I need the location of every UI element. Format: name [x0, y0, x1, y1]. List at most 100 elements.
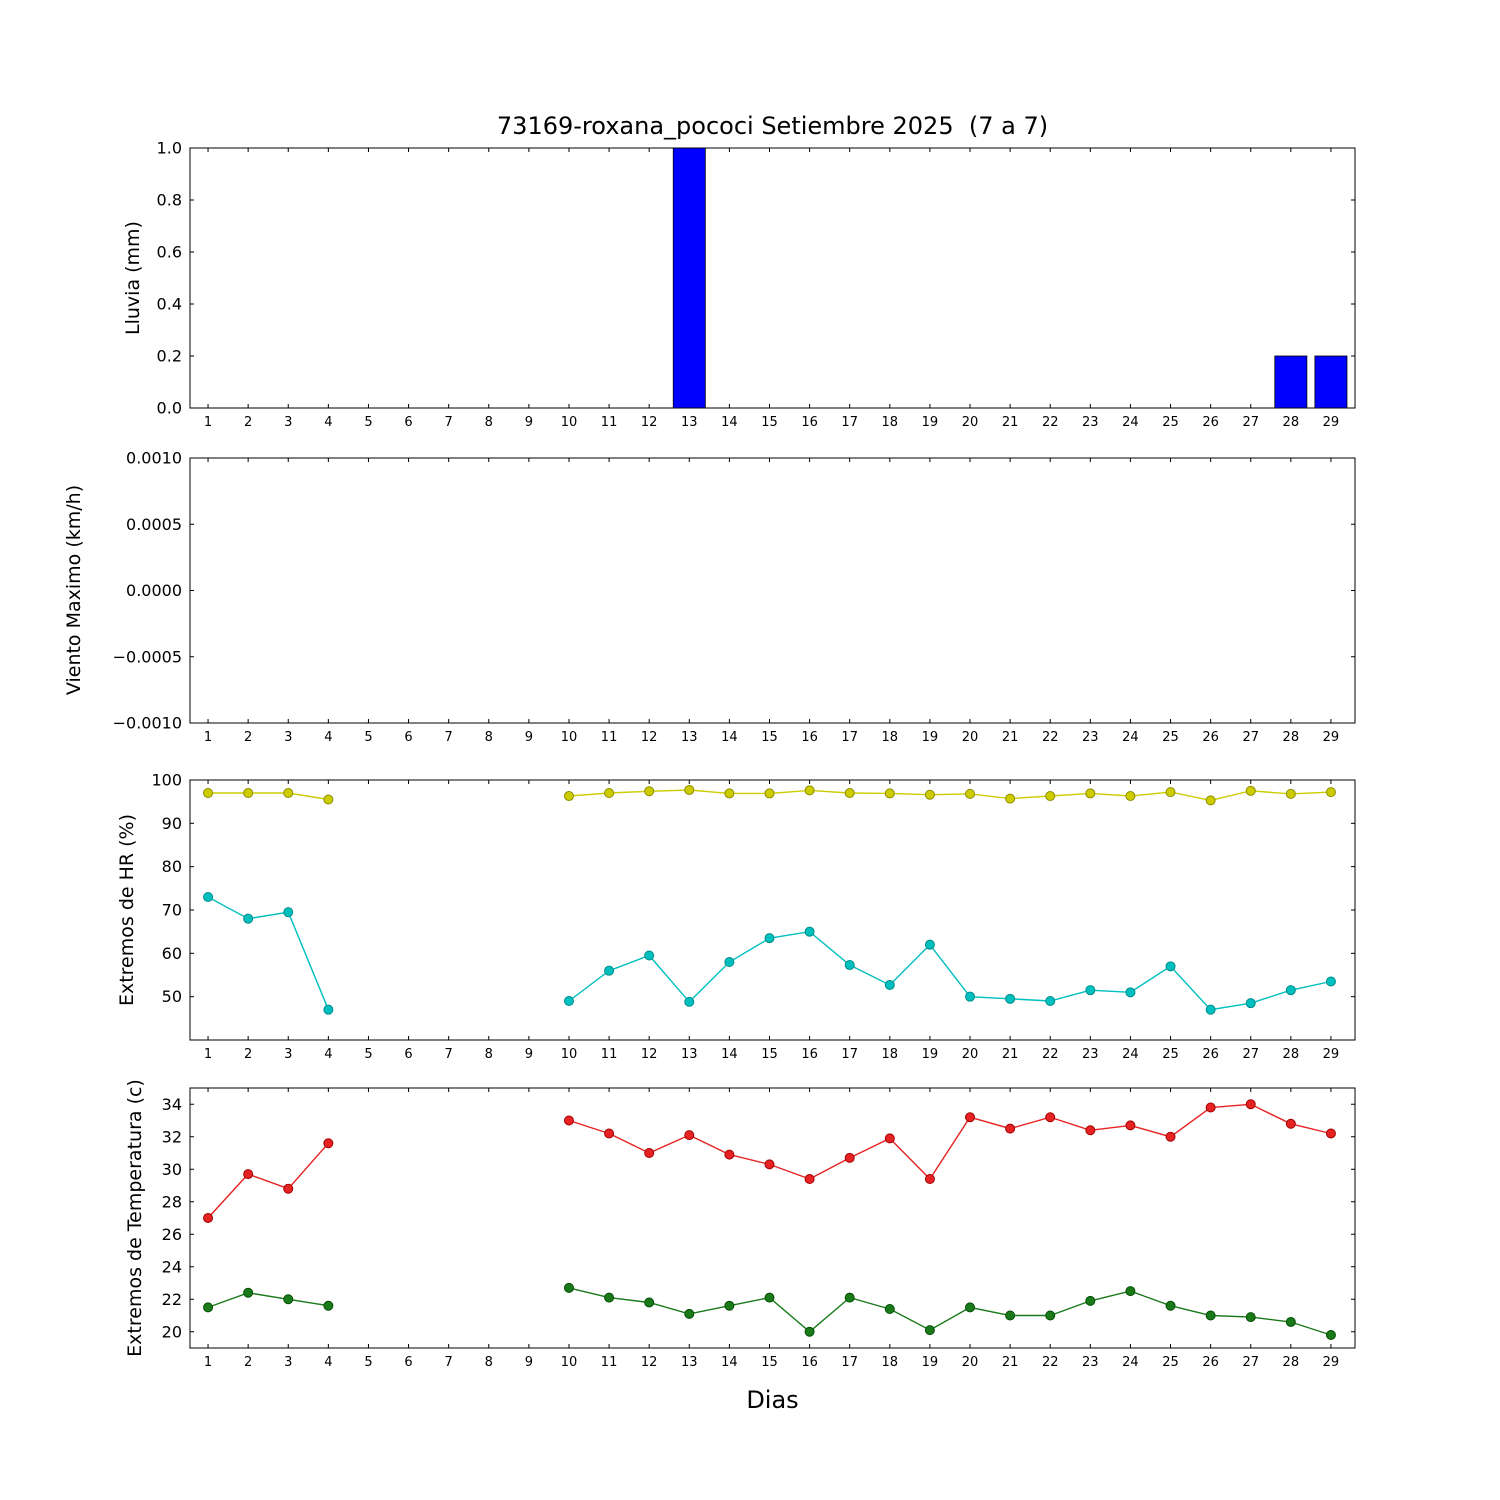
- svg-text:16: 16: [801, 730, 818, 745]
- svg-text:23: 23: [1082, 730, 1099, 745]
- svg-text:26: 26: [1202, 1047, 1219, 1062]
- lluvia-plot: 1 2 3 4 5 6 7 8 9 10 11 12 13 14 15 16 17 18 19 20 21 22 23 24 2…: [157, 139, 1356, 430]
- svg-text:16: 16: [801, 1355, 818, 1370]
- svg-text:22: 22: [1042, 730, 1059, 745]
- svg-text:20: 20: [162, 1322, 182, 1341]
- svg-text:24: 24: [1122, 415, 1139, 430]
- svg-text:12: 12: [641, 730, 658, 745]
- svg-text:6: 6: [404, 1047, 412, 1062]
- svg-text:13: 13: [681, 1355, 698, 1370]
- svg-text:20: 20: [962, 1355, 979, 1370]
- extremos-hr-plot: 1 2 3 4 5 6 7 8 9 10 11 12 13 14 15 16 17 18 19 20 21 22 23 24 2…: [151, 771, 1356, 1062]
- svg-text:24: 24: [1122, 1047, 1139, 1062]
- svg-text:1: 1: [204, 1047, 212, 1062]
- svg-text:28: 28: [1283, 415, 1300, 430]
- svg-text:100: 100: [151, 771, 182, 790]
- svg-text:32: 32: [162, 1127, 182, 1146]
- svg-text:10: 10: [561, 730, 578, 745]
- svg-text:90: 90: [162, 814, 182, 833]
- svg-text:21: 21: [1002, 1047, 1019, 1062]
- svg-text:18: 18: [882, 415, 899, 430]
- svg-text:60: 60: [162, 944, 182, 963]
- svg-text:22: 22: [162, 1290, 182, 1309]
- extremos-temperatura-plot: 1 2 3 4 5 6 7 8 9 10 11 12 13 14 15 16 17 18 19 20 21 22 23 24 2…: [162, 1087, 1356, 1370]
- svg-text:0.8: 0.8: [157, 191, 182, 210]
- svg-text:19: 19: [922, 415, 939, 430]
- svg-text:24: 24: [1122, 1355, 1139, 1370]
- svg-text:7: 7: [445, 1047, 453, 1062]
- svg-text:23: 23: [1082, 415, 1099, 430]
- svg-text:9: 9: [525, 1047, 533, 1062]
- svg-text:18: 18: [882, 730, 899, 745]
- svg-text:10: 10: [561, 1355, 578, 1370]
- svg-text:11: 11: [601, 415, 618, 430]
- svg-text:15: 15: [761, 415, 778, 430]
- svg-text:27: 27: [1242, 415, 1259, 430]
- svg-text:21: 21: [1002, 1355, 1019, 1370]
- svg-text:5: 5: [364, 730, 372, 745]
- svg-text:24: 24: [1122, 730, 1139, 745]
- svg-text:5: 5: [364, 1355, 372, 1370]
- svg-text:9: 9: [525, 415, 533, 430]
- svg-text:18: 18: [882, 1355, 899, 1370]
- svg-text:8: 8: [485, 1355, 493, 1370]
- svg-text:12: 12: [641, 1355, 658, 1370]
- svg-text:11: 11: [601, 1047, 618, 1062]
- svg-text:5: 5: [364, 1047, 372, 1062]
- svg-text:5: 5: [364, 415, 372, 430]
- svg-text:0.6: 0.6: [157, 243, 182, 262]
- chart-title: 73169-roxana_pococi Setiembre 2025 (7 a …: [496, 112, 1049, 140]
- svg-text:19: 19: [922, 730, 939, 745]
- svg-text:15: 15: [761, 730, 778, 745]
- svg-text:11: 11: [601, 730, 618, 745]
- svg-text:29: 29: [1323, 730, 1340, 745]
- svg-text:28: 28: [1283, 730, 1300, 745]
- svg-text:22: 22: [1042, 1047, 1059, 1062]
- svg-text:9: 9: [525, 1355, 533, 1370]
- svg-text:1: 1: [204, 730, 212, 745]
- svg-text:27: 27: [1242, 730, 1259, 745]
- svg-text:25: 25: [1162, 1355, 1179, 1370]
- svg-text:16: 16: [801, 415, 818, 430]
- svg-text:3: 3: [284, 1355, 292, 1370]
- svg-text:10: 10: [561, 1047, 578, 1062]
- svg-text:7: 7: [445, 730, 453, 745]
- svg-text:4: 4: [324, 415, 332, 430]
- svg-text:26: 26: [162, 1225, 182, 1244]
- svg-text:14: 14: [721, 415, 738, 430]
- svg-text:15: 15: [761, 1355, 778, 1370]
- svg-text:70: 70: [162, 901, 182, 920]
- svg-text:24: 24: [162, 1257, 182, 1276]
- svg-text:21: 21: [1002, 730, 1019, 745]
- svg-text:18: 18: [882, 1047, 899, 1062]
- svg-text:28: 28: [1283, 1047, 1300, 1062]
- svg-text:80: 80: [162, 857, 182, 876]
- svg-text:3: 3: [284, 415, 292, 430]
- svg-text:8: 8: [485, 1047, 493, 1062]
- svg-text:12: 12: [641, 1047, 658, 1062]
- svg-text:28: 28: [1283, 1355, 1300, 1370]
- svg-text:1.0: 1.0: [157, 139, 182, 158]
- svg-text:23: 23: [1082, 1047, 1099, 1062]
- viento-maximo-plot: 1 2 3 4 5 6 7 8 9 10 11 12 13 14 15 16 17 18 19 20 21 22 23 24 2…: [113, 449, 1356, 745]
- svg-text:27: 27: [1242, 1355, 1259, 1370]
- svg-text:6: 6: [404, 730, 412, 745]
- svg-text:0.4: 0.4: [157, 295, 182, 314]
- svg-text:29: 29: [1323, 415, 1340, 430]
- svg-text:50: 50: [162, 987, 182, 1006]
- x-axis-label: Dias: [746, 1386, 799, 1414]
- svg-text:14: 14: [721, 1355, 738, 1370]
- svg-text:34: 34: [162, 1095, 182, 1114]
- svg-text:22: 22: [1042, 415, 1059, 430]
- svg-text:0.0: 0.0: [157, 399, 182, 418]
- svg-text:2: 2: [244, 730, 252, 745]
- svg-text:3: 3: [284, 730, 292, 745]
- svg-text:17: 17: [841, 1047, 858, 1062]
- svg-text:23: 23: [1082, 1355, 1099, 1370]
- svg-text:25: 25: [1162, 1047, 1179, 1062]
- svg-text:1: 1: [204, 415, 212, 430]
- svg-text:30: 30: [162, 1160, 182, 1179]
- svg-text:1: 1: [204, 1355, 212, 1370]
- svg-text:19: 19: [922, 1355, 939, 1370]
